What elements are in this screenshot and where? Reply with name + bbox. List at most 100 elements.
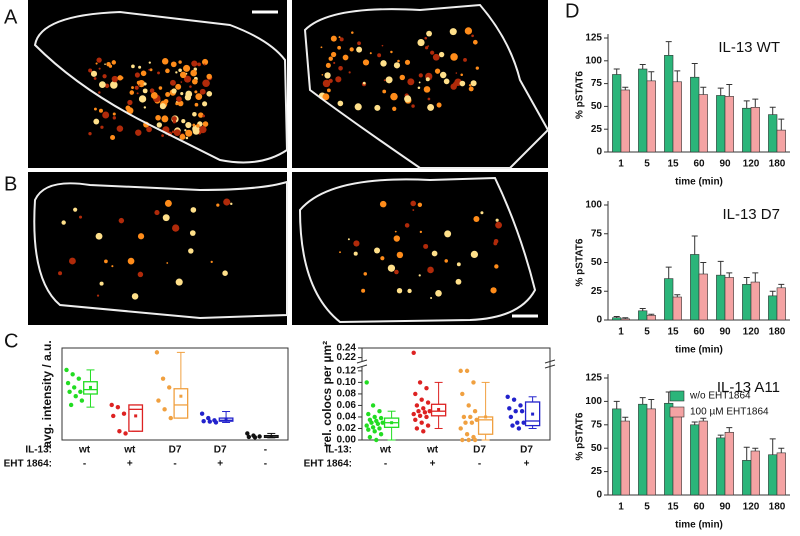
bar: [638, 68, 648, 153]
data-point: [417, 380, 423, 385]
speckle: [148, 68, 151, 71]
speckle: [178, 68, 182, 73]
y-tick-label: 25: [591, 286, 603, 297]
bar: [716, 95, 726, 153]
error-bar: [769, 106, 776, 115]
error-bar: [622, 317, 629, 319]
speckle: [332, 37, 334, 39]
speckle: [203, 63, 206, 66]
y-tick-label: 0.08: [337, 389, 357, 400]
speckle: [196, 123, 200, 128]
speckle: [380, 60, 387, 67]
y-axis-title: % pSTAT6: [575, 412, 586, 460]
legend-label: 100 µM EHT1864: [690, 407, 769, 418]
speckle: [495, 218, 499, 222]
x-tick-label: 15: [667, 502, 679, 513]
error-bar: [752, 447, 759, 452]
axis-break: [359, 361, 365, 367]
x-tick-label: 1: [618, 327, 624, 338]
x-tick-label: 5: [644, 502, 650, 513]
speckle: [431, 250, 438, 257]
speckle: [191, 78, 198, 85]
speckle: [199, 125, 207, 134]
speckle: [142, 88, 148, 94]
speckle: [110, 81, 118, 89]
mean: [179, 394, 183, 398]
x-tick-label: +: [127, 459, 133, 470]
y-tick-label: 0: [596, 315, 602, 326]
error-bar: [769, 290, 776, 296]
speckle: [394, 230, 397, 233]
speckle: [480, 211, 484, 215]
speckle: [427, 266, 434, 274]
speckle: [393, 62, 401, 69]
x-axis-title: time (min): [675, 520, 723, 531]
speckle: [131, 86, 134, 89]
x-tick-label: 120: [743, 502, 760, 513]
y-tick-label: 50: [591, 101, 603, 112]
data-point: [378, 415, 384, 421]
speckle: [330, 35, 337, 42]
error-bar: [700, 86, 707, 95]
data-point: [460, 391, 465, 397]
speckle: [98, 67, 101, 70]
speckle: [90, 70, 98, 77]
bar: [776, 287, 786, 321]
mean: [224, 417, 228, 421]
data-point: [370, 425, 376, 430]
box: [430, 403, 447, 417]
bar: [698, 94, 708, 153]
speckle: [430, 50, 435, 55]
mean: [390, 421, 394, 425]
speckle: [383, 79, 386, 82]
bar: [776, 129, 786, 153]
speckle: [78, 215, 83, 219]
speckle: [117, 75, 123, 81]
error-bar: [665, 266, 672, 279]
x-tick-label: 15: [667, 327, 679, 338]
y-tick-label: 75: [591, 228, 603, 239]
data-point: [78, 389, 83, 395]
speckle: [68, 257, 76, 265]
speckle: [104, 63, 106, 65]
data-point: [519, 409, 525, 414]
speckle: [192, 123, 196, 127]
data-point: [472, 409, 478, 414]
y-tick-label: 50: [591, 443, 603, 454]
data-point: [375, 421, 381, 427]
x-tick-label: wt: [78, 445, 91, 456]
speckle: [459, 80, 466, 87]
speckle: [425, 77, 430, 82]
speckle: [102, 74, 107, 79]
speckle: [450, 83, 457, 90]
speckle: [184, 94, 192, 101]
data-point: [162, 407, 167, 412]
speckle: [137, 233, 145, 240]
micrograph: [28, 172, 287, 325]
data-point: [463, 420, 468, 425]
speckle: [136, 80, 141, 85]
x-tick-label: +: [524, 459, 530, 470]
speckle: [190, 69, 198, 77]
speckle: [427, 45, 430, 47]
data-point: [472, 437, 478, 443]
data-point: [511, 397, 517, 402]
speckle: [339, 251, 341, 254]
bar: [750, 281, 760, 321]
error-bar: [674, 294, 681, 297]
y-tick-label: 50: [591, 257, 603, 268]
bar: [690, 424, 700, 496]
speckle: [455, 72, 458, 74]
data-point: [252, 435, 258, 440]
error-bar: [613, 316, 620, 318]
speckle: [137, 271, 144, 278]
data-point: [117, 429, 122, 434]
x-tick-label: 90: [719, 159, 731, 170]
speckle: [156, 122, 162, 128]
speckle: [131, 64, 135, 69]
x-tick-label: D7: [169, 445, 182, 456]
data-point: [474, 417, 479, 423]
x-tick-label: wt: [379, 445, 392, 456]
speckle: [201, 58, 209, 66]
panel-label: A: [4, 6, 18, 28]
